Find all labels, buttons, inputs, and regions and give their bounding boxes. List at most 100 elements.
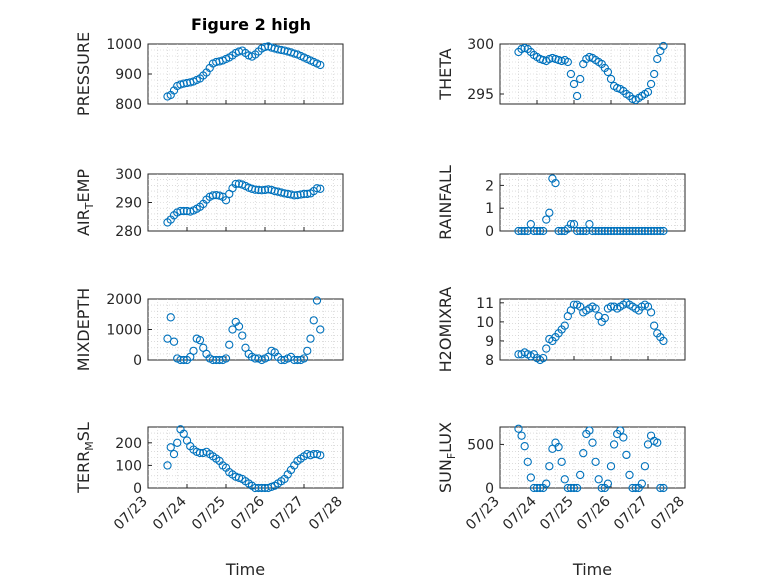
terr_msl-xtick-label: 07/26 [228, 493, 268, 533]
sun_flux-point [545, 462, 554, 471]
theta-ytick-label: 295 [467, 87, 494, 103]
sun_flux-point [591, 457, 600, 467]
terr_msl-xtick-label: 07/28 [306, 494, 346, 534]
sun_flux-point [588, 438, 597, 447]
rainfall-point [572, 226, 582, 236]
terr_msl-xtick-label: 07/25 [189, 494, 229, 534]
rainfall-point [591, 226, 600, 236]
sun_flux-point [622, 450, 631, 460]
air_temp-point [257, 186, 266, 195]
sun_flux-xtick-label: 07/27 [611, 494, 651, 534]
air_temp-point [176, 206, 185, 216]
h2omixra-point [514, 350, 523, 359]
sun_flux-ytick-label: 500 [467, 437, 494, 453]
sun_flux-point [563, 483, 572, 493]
theta-point [566, 69, 576, 79]
sun_flux-point [529, 483, 539, 493]
h2omixra-point [539, 353, 548, 363]
rainfall-ytick-label: 0 [485, 224, 494, 240]
pressure-point [316, 60, 325, 70]
mixdepth-point [312, 296, 322, 305]
sun_flux-point [576, 470, 585, 480]
terr_msl-ytick-label: 200 [115, 436, 142, 452]
sun_flux-point [659, 483, 668, 493]
mixdepth-point [228, 325, 237, 334]
h2omixra-point [650, 321, 659, 330]
rainfall-point [603, 226, 613, 236]
air_temp-ytick-label: 280 [115, 224, 142, 240]
h2omixra-point [542, 344, 551, 353]
sun_flux-point [628, 483, 637, 493]
mixdepth-ytick-label: 1000 [106, 323, 142, 339]
theta-point [646, 79, 656, 89]
air_temp-point [251, 185, 260, 194]
h2omixra-point [600, 313, 609, 323]
sun_flux-point [616, 426, 625, 435]
air_temp-point [221, 196, 231, 205]
rainfall-point [646, 226, 656, 236]
terr_msl-ylabel: TERRMSL [74, 422, 96, 494]
sun_flux-point [572, 483, 582, 493]
terr_msl-point [251, 483, 260, 493]
sun_flux-xtick-label: 07/24 [500, 493, 540, 533]
rainfall-point [569, 220, 579, 229]
air_temp-ytick-label: 290 [115, 196, 142, 212]
terr_msl-point [166, 443, 175, 452]
rainfall-point [523, 226, 532, 236]
rainfall-point [631, 226, 640, 236]
panel-air_temp: 280 290 300 AIRTEMP [74, 167, 344, 240]
mixdepth-point [303, 346, 312, 355]
air_temp-point [316, 184, 325, 193]
terr_msl-point [309, 449, 318, 459]
air_temp-point [280, 189, 289, 198]
mixdepth-point [225, 340, 234, 349]
mixdepth-point [176, 355, 185, 365]
rainfall-point [585, 220, 594, 229]
sun_flux-point [526, 473, 535, 482]
rainfall-point [526, 220, 535, 229]
rainfall-point [625, 226, 634, 236]
mixdepth-point [195, 336, 205, 345]
sun_flux-point [517, 431, 526, 440]
rainfall-ytick-label: 2 [485, 178, 494, 194]
sun_flux-point [535, 483, 545, 493]
mixdepth-point [163, 334, 172, 343]
theta-ytick-label: 300 [467, 37, 494, 53]
mixdepth-point [221, 354, 231, 363]
h2omixra-point [560, 321, 569, 330]
sun_flux-xtick-label: 07/23 [463, 494, 503, 534]
rainfall-point [600, 226, 609, 236]
terr_msl-point [254, 483, 263, 493]
terr_msl-point [316, 451, 325, 460]
air_temp-ylabel: AIRTEMP [74, 169, 96, 236]
rainfall-point [613, 226, 622, 236]
air_temp-point [299, 189, 309, 199]
sun_flux-series [514, 424, 668, 493]
air_temp-series [163, 179, 325, 227]
sun_flux-point [656, 483, 665, 493]
terr_msl-point [169, 449, 179, 459]
panel-mixdepth: 0 1000 2000 MIXDEPTH [74, 288, 344, 371]
air_temp-point [312, 184, 322, 193]
air_temp-point [254, 185, 263, 195]
air_temp-point [179, 206, 188, 216]
sun_flux-point [523, 457, 532, 467]
sun_flux-xtick-label: 07/26 [574, 493, 614, 533]
mixdepth-point [212, 355, 221, 365]
sun_flux-point [554, 442, 563, 452]
sun_flux-point [557, 457, 566, 467]
sun_flux-point [619, 433, 628, 442]
rainfall-point [576, 226, 585, 236]
air_temp-point [231, 179, 240, 189]
mixdepth-point [234, 322, 244, 331]
air_temp-point [247, 184, 257, 193]
h2omixra-point [606, 302, 616, 311]
rainfall-point [616, 226, 625, 236]
rainfall-point [514, 226, 523, 236]
rainfall-ytick-label: 1 [485, 201, 494, 217]
mixdepth-ytick-label: 0 [133, 353, 142, 369]
theta-point [606, 74, 616, 84]
terr_msl-point [260, 483, 270, 493]
rainfall-point [622, 226, 631, 236]
rainfall-point [542, 215, 551, 224]
